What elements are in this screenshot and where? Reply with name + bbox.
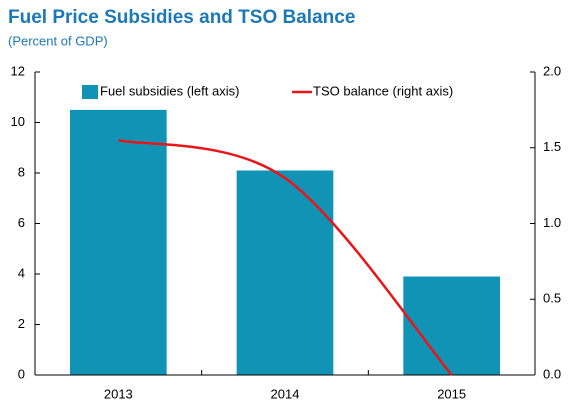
y-tick-label: 10	[11, 114, 25, 129]
bar	[403, 277, 500, 375]
y2-tick-label: 0.0	[543, 366, 561, 381]
chart-subtitle: (Percent of GDP)	[8, 33, 108, 48]
legend-label: TSO balance (right axis)	[313, 83, 453, 98]
y2-tick-label: 2.0	[543, 63, 561, 78]
y2-tick-label: 1.5	[543, 139, 561, 154]
bar	[70, 110, 167, 375]
y-tick-label: 0	[18, 366, 25, 381]
x-tick-label: 2014	[271, 386, 300, 401]
legend-swatch	[82, 85, 98, 99]
y2-tick-label: 0.5	[543, 291, 561, 306]
y2-tick-label: 1.0	[543, 215, 561, 230]
y-tick-label: 12	[11, 63, 25, 78]
y-tick-label: 4	[18, 265, 25, 280]
chart-title: Fuel Price Subsidies and TSO Balance	[8, 7, 355, 28]
y-tick-label: 6	[18, 215, 25, 230]
x-tick-label: 2013	[104, 386, 133, 401]
y-tick-label: 8	[18, 164, 25, 179]
y-tick-label: 2	[18, 316, 25, 331]
chart: Fuel Price Subsidies and TSO Balance (Pe…	[0, 0, 575, 405]
bar	[237, 170, 334, 375]
x-tick-label: 2015	[437, 386, 466, 401]
legend-label: Fuel subsidies (left axis)	[100, 83, 239, 98]
